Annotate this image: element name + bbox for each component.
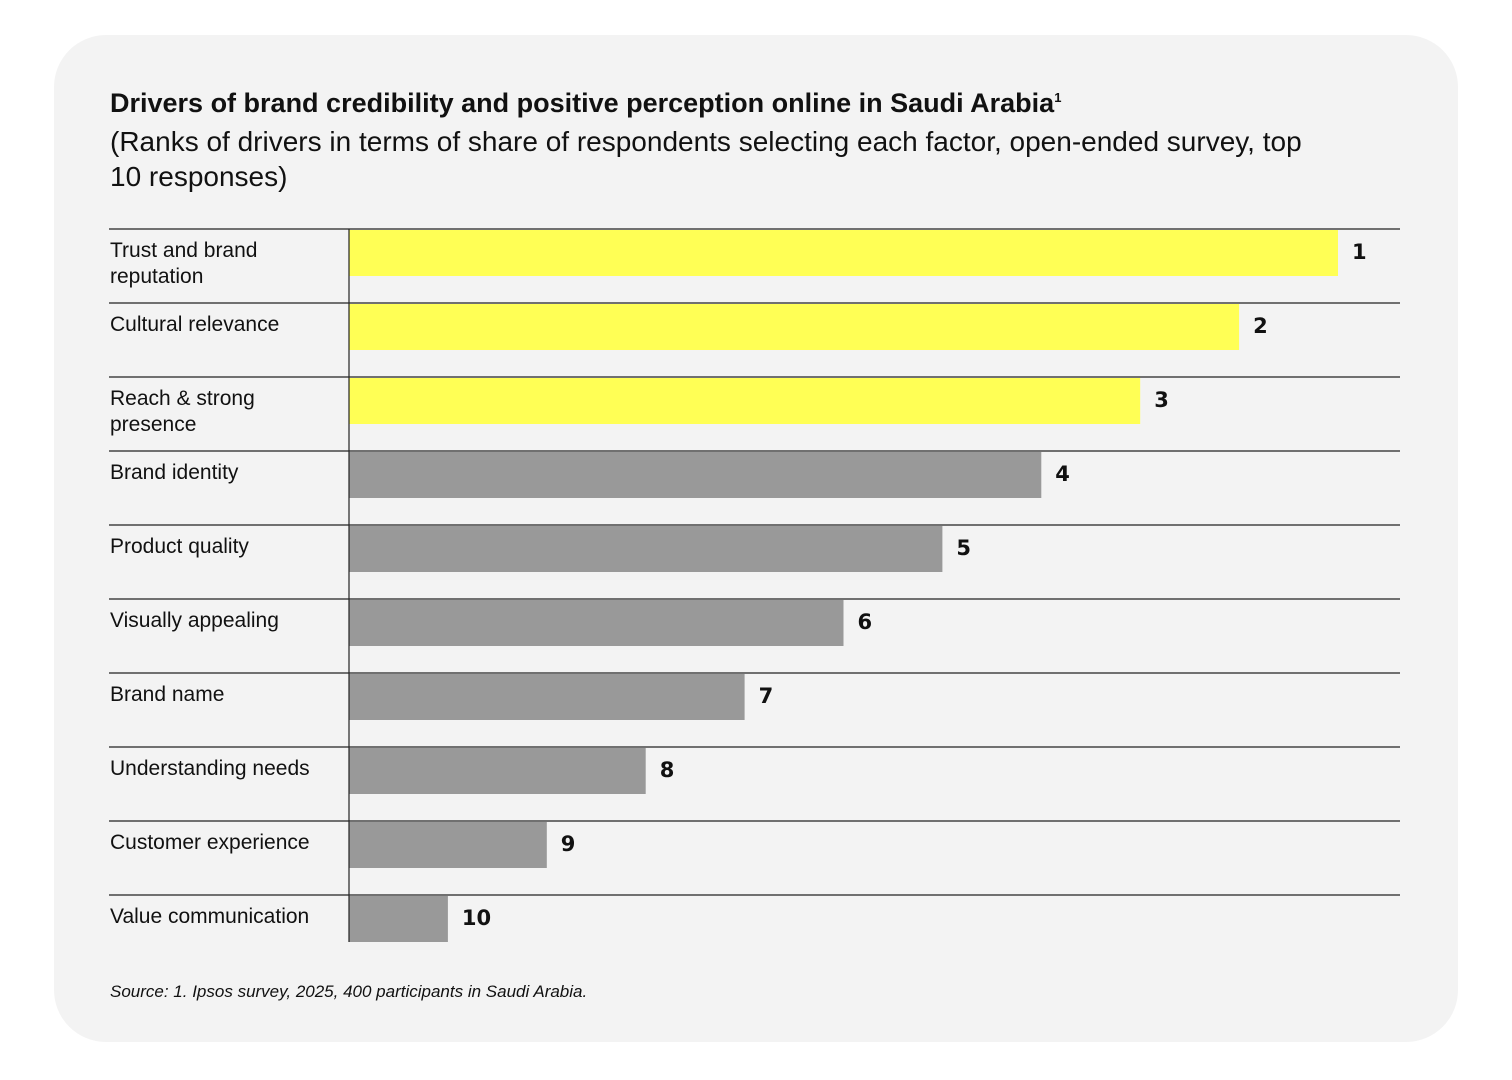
category-label: Visually appealing [110,609,279,632]
chart-subtitle: (Ranks of drivers in terms of share of r… [110,126,1302,192]
bar [349,304,1240,350]
bar [349,600,844,646]
data-label: 1 [1352,240,1367,264]
category-label: Brand identity [110,461,239,484]
data-label: 3 [1154,388,1169,412]
bar [349,452,1042,498]
category-label: Customer experience [110,831,310,854]
category-label: Trust and brand reputation [110,239,257,288]
category-label: Cultural relevance [110,313,279,336]
category-label-line: Reach & strong [110,387,255,410]
data-label: 5 [956,536,971,560]
category-label-line: Product quality [110,535,249,558]
category-label-line: presence [110,413,196,436]
data-label: 10 [462,906,491,930]
bar [349,896,448,942]
chart-title: Drivers of brand credibility and positiv… [110,88,1360,119]
category-label-line: Understanding needs [110,757,310,780]
data-label: 9 [561,832,576,856]
category-label: Brand name [110,683,224,706]
bar [349,378,1141,424]
category-label-line: Trust and brand [110,239,257,262]
data-label: 6 [858,610,873,634]
bar [349,822,547,868]
category-label: Value communication [110,905,309,928]
category-label: Product quality [110,535,249,558]
data-label: 7 [759,684,774,708]
title-footnote-marker: 1 [1054,90,1062,105]
bar [349,526,943,572]
category-label: Understanding needs [110,757,310,780]
data-label: 4 [1055,462,1070,486]
category-label-line: Brand identity [110,461,239,484]
bar [349,230,1338,276]
category-label-line: Value communication [110,905,309,928]
category-label-line: Visually appealing [110,609,279,632]
data-label: 2 [1253,314,1268,338]
category-label-line: Customer experience [110,831,310,854]
source-note: Source: 1. Ipsos survey, 2025, 400 parti… [110,982,588,1001]
data-label: 8 [660,758,675,782]
category-label-line: Brand name [110,683,224,706]
chart-title-text: Drivers of brand credibility and positiv… [110,88,1055,118]
bar [349,674,745,720]
category-label: Reach & strong presence [110,387,255,436]
category-label-line: Cultural relevance [110,313,279,336]
bar [349,748,646,794]
category-label-line: reputation [110,265,203,288]
